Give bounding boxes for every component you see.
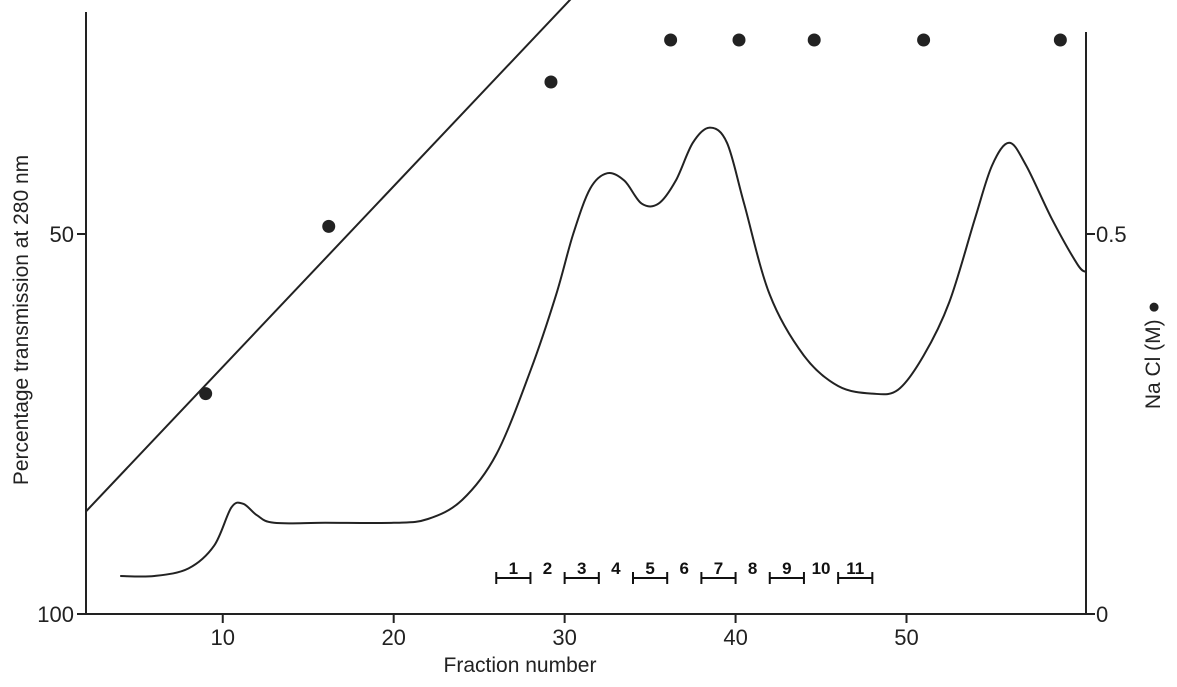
labels: Fraction number Percentage transmission … [10,155,1165,677]
y-left-tick-label: 50 [50,222,74,247]
points-layer [199,33,1067,401]
y-left-axis-title: Percentage transmission at 280 nm [10,155,33,485]
nacl-data-point [917,33,931,47]
nacl-gradient-line [85,0,572,513]
pool-label: 9 [782,559,791,578]
pool-label: 3 [577,559,586,578]
series-layer [85,0,1087,578]
x-axis-title: Fraction number [444,654,597,677]
nacl-data-point [732,33,746,47]
x-tick-label: 40 [723,625,747,650]
pool-label: 5 [645,559,654,578]
ticks: 10 20 30 40 50 50 100 0.5 0 [37,222,1126,650]
pool-label: 10 [812,559,831,578]
nacl-data-point [807,33,821,47]
pool-label: 6 [680,559,689,578]
x-tick-label: 50 [894,625,918,650]
pool-label: 4 [611,559,621,578]
pool-label: 2 [543,559,552,578]
y-right-axis-title: Na Cl (M) ● [1142,301,1165,409]
nacl-data-point [1053,33,1067,47]
x-tick-label: 10 [211,625,235,650]
pool-label: 8 [748,559,757,578]
nacl-data-point [199,387,213,401]
x-tick-label: 20 [381,625,405,650]
transmission-curve [120,126,1087,578]
y-left-tick-label: 100 [37,602,74,627]
pool-label: 1 [509,559,518,578]
nacl-data-point [544,75,558,89]
nacl-data-point [664,33,678,47]
axes [85,12,1087,615]
x-tick-label: 30 [552,625,576,650]
pool-label: 11 [846,559,864,578]
y-right-tick-label: 0.5 [1096,222,1127,247]
y-right-tick-label: 0 [1096,602,1108,627]
fraction-pools: 1 2 3 4 5 6 7 8 9 10 11 [495,559,874,584]
nacl-data-point [322,219,336,233]
pool-label: 7 [714,559,723,578]
